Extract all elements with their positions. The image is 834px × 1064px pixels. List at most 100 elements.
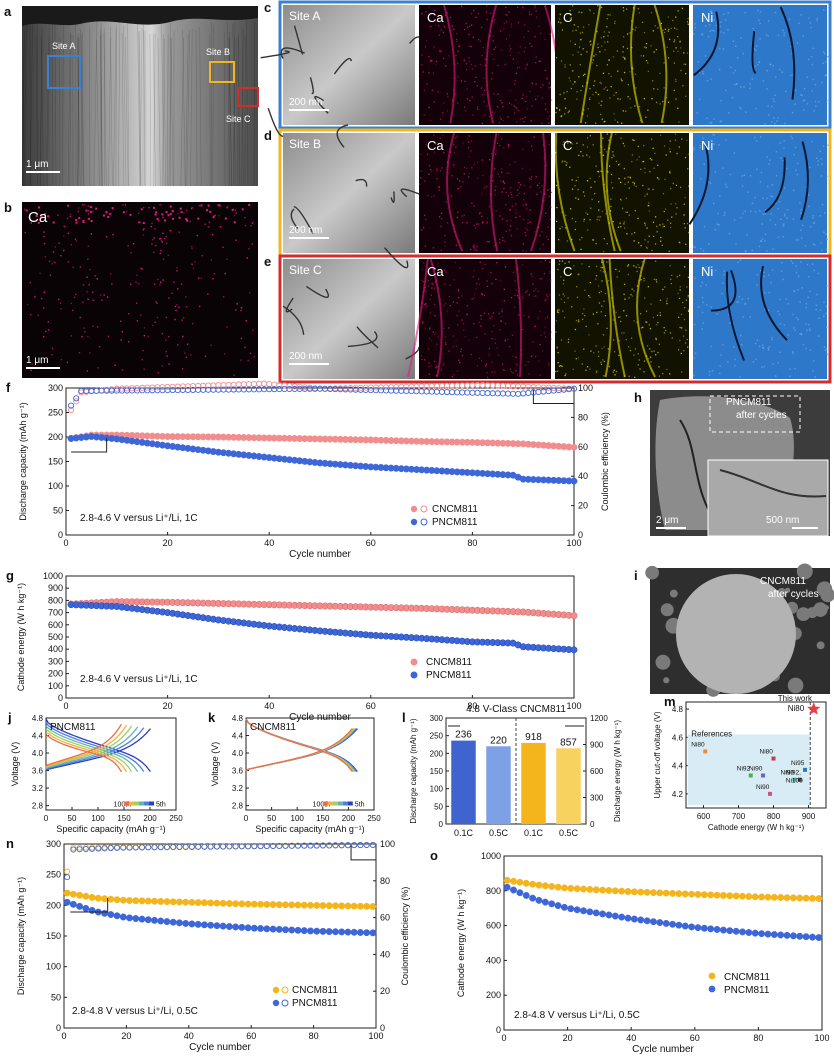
ca-dot	[159, 284, 161, 286]
map-dot	[719, 25, 722, 28]
map-dot	[435, 60, 438, 63]
map-dot	[438, 34, 440, 36]
grain-line	[100, 30, 103, 187]
data-point	[662, 889, 670, 897]
map-dot	[612, 154, 614, 156]
map-dot	[595, 275, 598, 277]
map-dot	[580, 89, 582, 92]
map-dot	[463, 214, 465, 217]
map-dot	[621, 122, 623, 124]
map-dot	[759, 210, 761, 212]
map-dot	[481, 215, 483, 217]
data-point	[213, 899, 221, 907]
map-dot	[594, 192, 596, 195]
map-dot	[764, 240, 766, 242]
map-dot	[749, 87, 751, 90]
map-dot	[427, 271, 430, 273]
ca-dot	[233, 214, 236, 217]
y-tick-label: 100	[48, 681, 63, 691]
map-dot	[609, 97, 611, 99]
map-dot	[508, 172, 510, 174]
ca-dot	[29, 281, 32, 284]
map-dot	[422, 71, 424, 73]
map-dot	[482, 174, 484, 177]
annotation-o: 2.8-4.8 V versus Li⁺/Li, 0.5C	[514, 1010, 640, 1021]
map-dot	[704, 55, 707, 57]
data-point	[244, 900, 252, 908]
map-dot	[610, 173, 613, 176]
ca-dot	[245, 320, 247, 322]
map-dot	[767, 348, 770, 351]
map-dot	[807, 296, 809, 299]
map-dot	[517, 109, 520, 112]
data-point	[194, 920, 202, 928]
map-dot	[491, 53, 493, 55]
map-dot	[775, 150, 778, 153]
map-dot	[610, 181, 613, 184]
map-dot	[687, 23, 689, 25]
data-point	[732, 927, 740, 935]
map-dot	[722, 282, 724, 285]
map-dot	[467, 147, 470, 149]
map-dot	[483, 89, 486, 92]
map-dot	[541, 350, 544, 352]
ca-dot	[79, 266, 82, 268]
map-boundary	[514, 258, 523, 378]
map-dot	[640, 55, 642, 57]
map-dot	[732, 40, 735, 42]
map-dot	[476, 245, 478, 247]
map-dot	[656, 314, 659, 316]
map-dot	[825, 305, 828, 308]
ca-dot	[60, 307, 62, 310]
ca-dot	[54, 246, 56, 248]
map-dot	[428, 337, 431, 340]
map-dot	[459, 44, 461, 47]
y-tick-label: 250	[46, 870, 61, 880]
map-dot	[574, 185, 576, 187]
ca-dot	[67, 204, 70, 207]
map-dot	[575, 285, 578, 288]
map-dot	[741, 175, 744, 177]
map-dot	[614, 374, 616, 376]
map-dot	[483, 294, 486, 296]
map-dot	[589, 10, 591, 12]
map-dot	[626, 211, 628, 213]
data-point	[132, 897, 140, 905]
ca-dot	[120, 339, 122, 341]
grain-line	[241, 29, 244, 187]
ca-dot	[142, 234, 145, 236]
map-dot	[601, 261, 603, 263]
map-dot	[694, 26, 696, 29]
map-dot	[480, 315, 483, 317]
map-dot	[428, 147, 431, 149]
map-dot	[666, 297, 668, 300]
series-f-cncm811-efficiency	[68, 380, 578, 414]
map-dot	[771, 105, 773, 108]
x-tick-label: 50	[68, 814, 77, 823]
map-dot	[772, 98, 775, 100]
map-dot	[819, 214, 822, 217]
map-dot	[544, 317, 547, 319]
map-dot	[531, 145, 533, 147]
map-dot	[499, 215, 501, 217]
map-dot	[702, 301, 704, 303]
grain-line	[115, 24, 117, 187]
map-dot	[475, 288, 477, 290]
map-dot	[440, 369, 442, 371]
map-dot	[509, 89, 512, 92]
map-dot	[572, 30, 574, 32]
y-tick-label: 4.0	[232, 749, 244, 758]
panel-letter-f: f	[6, 380, 11, 395]
map-dot	[434, 315, 436, 317]
map-dot	[502, 237, 504, 239]
ca-dot	[182, 317, 185, 319]
map-dot	[539, 374, 541, 376]
map-dot	[609, 210, 612, 212]
map-dot	[444, 336, 446, 338]
map-dot	[557, 352, 559, 354]
map-dot	[501, 311, 503, 313]
ca-dot	[186, 219, 189, 222]
map-dot	[785, 298, 787, 300]
plot-frame-m	[685, 701, 827, 809]
map-dot	[619, 316, 621, 318]
